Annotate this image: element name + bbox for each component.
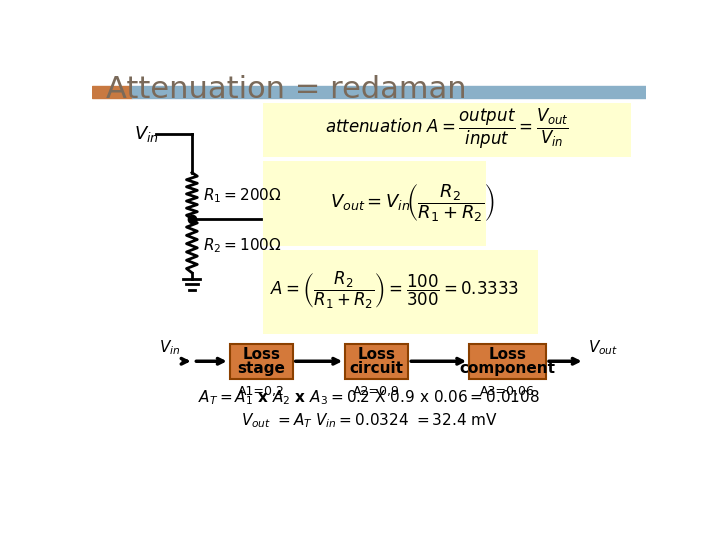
Bar bbox=[230, 344, 293, 379]
Text: $V_{out}$: $V_{out}$ bbox=[588, 339, 618, 357]
Text: $\mathit{attenuation}\ A = \dfrac{\mathit{output}}{\mathit{input}} = \dfrac{V_{o: $\mathit{attenuation}\ A = \dfrac{\mathi… bbox=[325, 106, 569, 151]
Text: circuit: circuit bbox=[350, 361, 404, 376]
Text: $R_2=100\Omega$: $R_2=100\Omega$ bbox=[204, 237, 282, 255]
Text: $V_{out} = V_{in}\!\left(\dfrac{R_2}{R_1+R_2}\right)$: $V_{out} = V_{in}\!\left(\dfrac{R_2}{R_1… bbox=[330, 183, 495, 224]
Text: $A = \left(\dfrac{R_2}{R_1+R_2}\right) = \dfrac{100}{300} = 0.3333$: $A = \left(\dfrac{R_2}{R_1+R_2}\right) =… bbox=[271, 270, 520, 311]
Text: $R_1=200\Omega$: $R_1=200\Omega$ bbox=[204, 186, 282, 205]
Text: A3=0,06: A3=0,06 bbox=[480, 384, 535, 398]
Text: A1=0,2: A1=0,2 bbox=[238, 384, 284, 398]
Text: $V_{in}$: $V_{in}$ bbox=[134, 124, 159, 144]
Text: Loss: Loss bbox=[358, 347, 396, 362]
Text: Attenuation = redaman: Attenuation = redaman bbox=[106, 75, 467, 104]
Text: A2=0,9: A2=0,9 bbox=[354, 384, 400, 398]
Text: $A_T= A_1\ \mathbf{x}\ A_2\ \mathbf{x}\ A_3 = 0.2\ \mathrm{X}\ 0.9\ \mathrm{x}\ : $A_T= A_1\ \mathbf{x}\ A_2\ \mathbf{x}\ … bbox=[198, 388, 540, 407]
Text: Loss: Loss bbox=[242, 347, 280, 362]
Bar bbox=[92, 85, 132, 98]
Bar bbox=[469, 344, 546, 379]
Text: component: component bbox=[459, 361, 556, 376]
Bar bbox=[263, 249, 539, 334]
Text: Loss: Loss bbox=[489, 347, 526, 362]
Text: $V_{out}\ = A_T\ V_{in}= 0.0324\ = 32.4\ \mathrm{mV}$: $V_{out}\ = A_T\ V_{in}= 0.0324\ = 32.4\… bbox=[240, 411, 498, 430]
Text: stage: stage bbox=[238, 361, 285, 376]
Text: $V_{in}$: $V_{in}$ bbox=[159, 339, 180, 357]
Bar bbox=[132, 85, 647, 98]
Bar bbox=[345, 344, 408, 379]
Bar bbox=[263, 161, 486, 246]
Bar bbox=[263, 103, 631, 157]
